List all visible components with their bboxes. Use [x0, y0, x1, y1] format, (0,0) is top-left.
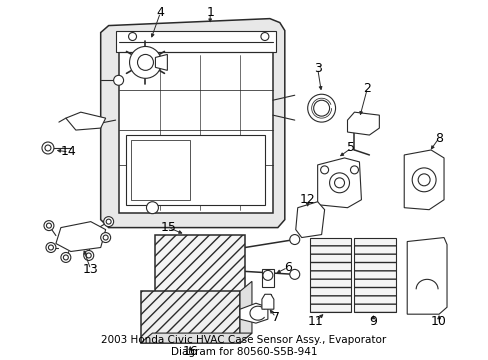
Text: 6: 6	[283, 261, 291, 274]
Circle shape	[48, 245, 53, 250]
Circle shape	[289, 235, 299, 244]
Polygon shape	[155, 54, 167, 70]
Text: 2: 2	[363, 82, 370, 95]
Bar	[130, 140, 190, 200]
Circle shape	[313, 100, 329, 116]
Polygon shape	[240, 282, 251, 343]
Polygon shape	[140, 333, 251, 343]
Text: 9: 9	[369, 315, 377, 328]
Text: 8: 8	[434, 131, 442, 144]
Text: 13: 13	[82, 263, 99, 276]
Text: 16: 16	[182, 345, 198, 357]
Bar	[155, 235, 244, 294]
Text: 2003 Honda Civic HVAC Case Sensor Assy., Evaporator
Diagram for 80560-S5B-941: 2003 Honda Civic HVAC Case Sensor Assy.,…	[101, 336, 386, 357]
Bar	[119, 39, 272, 213]
Circle shape	[46, 223, 51, 228]
Circle shape	[61, 252, 71, 262]
Circle shape	[329, 173, 349, 193]
Circle shape	[86, 253, 91, 258]
Circle shape	[289, 269, 299, 279]
Circle shape	[417, 174, 429, 186]
Circle shape	[128, 32, 136, 41]
Text: 4: 4	[156, 6, 164, 19]
Circle shape	[320, 166, 328, 174]
Bar	[125, 135, 264, 205]
Circle shape	[63, 255, 68, 260]
Text: 14: 14	[61, 145, 77, 158]
Polygon shape	[404, 150, 443, 210]
Text: 10: 10	[430, 315, 446, 328]
Polygon shape	[101, 19, 284, 228]
Text: 15: 15	[160, 221, 176, 234]
Text: 12: 12	[299, 193, 315, 206]
Circle shape	[106, 219, 111, 224]
Polygon shape	[56, 222, 105, 252]
Circle shape	[261, 32, 268, 41]
Polygon shape	[66, 112, 105, 130]
Circle shape	[42, 142, 54, 154]
Text: 1: 1	[206, 6, 214, 19]
Circle shape	[113, 75, 123, 85]
Text: 3: 3	[313, 62, 321, 75]
Circle shape	[129, 46, 161, 78]
Polygon shape	[317, 158, 361, 208]
Circle shape	[44, 221, 54, 231]
Text: 5: 5	[347, 141, 355, 154]
Bar	[262, 269, 273, 287]
Circle shape	[307, 94, 335, 122]
Polygon shape	[262, 294, 273, 309]
Bar	[115, 31, 275, 53]
Text: 11: 11	[307, 315, 323, 328]
Circle shape	[350, 166, 358, 174]
Bar	[354, 238, 395, 312]
Polygon shape	[240, 303, 267, 323]
Circle shape	[334, 178, 344, 188]
Polygon shape	[407, 238, 446, 314]
Bar	[309, 238, 351, 312]
Polygon shape	[295, 202, 324, 238]
Text: 7: 7	[271, 311, 279, 324]
Polygon shape	[347, 112, 379, 135]
Circle shape	[263, 270, 272, 280]
Circle shape	[101, 233, 110, 243]
Circle shape	[103, 235, 108, 240]
Circle shape	[103, 217, 113, 226]
Circle shape	[411, 168, 435, 192]
Circle shape	[146, 202, 158, 214]
Circle shape	[46, 243, 56, 252]
Bar	[140, 291, 240, 343]
Circle shape	[137, 54, 153, 70]
Circle shape	[83, 251, 94, 260]
Circle shape	[45, 145, 51, 151]
